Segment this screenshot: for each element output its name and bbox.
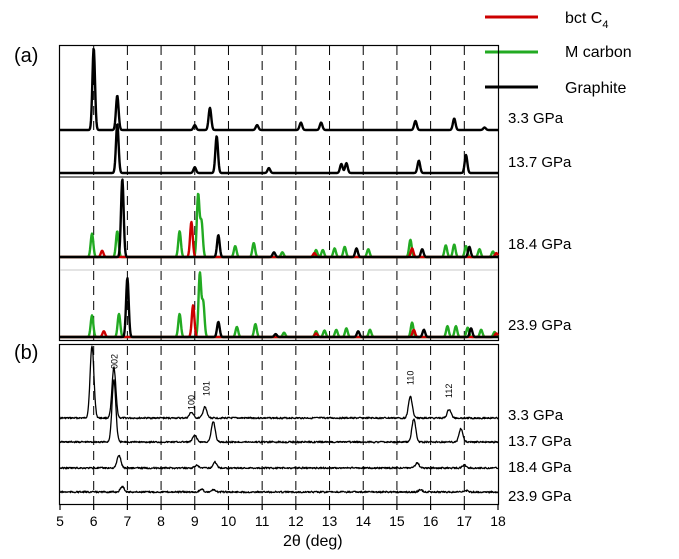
x-tick-label: 8 <box>157 513 165 529</box>
x-tick-label: 9 <box>191 513 199 529</box>
x-axis: 5 6 7 8 9 10 11 12 13 14 15 16 17 18 <box>56 504 506 529</box>
peak-label: 002 <box>110 354 120 369</box>
panel-b-pressure-label: 13.7 GPa <box>508 433 572 450</box>
trace-experimental <box>59 379 499 444</box>
x-axis-label: 2θ (deg) <box>283 533 343 550</box>
trace-experimental <box>59 345 499 420</box>
x-tick-label: 14 <box>355 513 371 529</box>
peak-label: 100 <box>186 395 196 410</box>
x-tick-label: 6 <box>90 513 98 529</box>
trace-graphite <box>59 123 499 175</box>
trace-graphite <box>59 277 499 339</box>
peak-label: 101 <box>202 381 212 396</box>
legend: bct C4 M carbon Graphite <box>485 10 632 97</box>
x-tick-label: 5 <box>56 513 64 529</box>
panel-a-traces <box>59 47 500 339</box>
x-tick-label: 18 <box>490 513 506 529</box>
peak-labels: 002 100 101 110 112 <box>110 354 455 410</box>
x-tick-label: 12 <box>288 513 304 529</box>
x-tick-label: 7 <box>123 513 131 529</box>
dashed-guides <box>93 46 465 504</box>
panel-a-pressure-label: 3.3 GPa <box>508 110 564 127</box>
panel-a-pressure-label: 23.9 GPa <box>508 317 572 334</box>
panel-b-pressure-label: 18.4 GPa <box>508 459 572 476</box>
panel-b-frame <box>58 343 500 506</box>
x-tick-label: 16 <box>423 513 439 529</box>
x-tick-label: 15 <box>389 513 405 529</box>
panel-b-pressure-label: 3.3 GPa <box>508 407 564 424</box>
peak-label: 112 <box>444 384 454 398</box>
panel-a-pressure-label: 18.4 GPa <box>508 236 572 253</box>
peak-label: 110 <box>405 371 415 385</box>
x-tick-label: 17 <box>457 513 473 529</box>
trace-experimental <box>59 454 499 470</box>
legend-label-graphite: Graphite <box>565 80 626 97</box>
panel-a-label: (a) <box>14 45 38 67</box>
x-tick-label: 11 <box>255 513 270 529</box>
trace-experimental <box>59 485 499 494</box>
panel-b-traces <box>59 345 499 494</box>
trace-graphite <box>59 47 499 132</box>
legend-label-bct-c4: bct C4 <box>565 10 608 31</box>
x-tick-label: 10 <box>221 513 237 529</box>
x-tick-label: 13 <box>322 513 338 529</box>
legend-label-m-carbon: M carbon <box>565 44 632 61</box>
trace-graphite <box>59 178 499 259</box>
panel-a-frame <box>58 44 500 342</box>
panel-b-label: (b) <box>14 342 38 364</box>
panel-a-pressure-label: 13.7 GPa <box>508 154 572 171</box>
panel-b-pressure-label: 23.9 GPa <box>508 488 572 505</box>
